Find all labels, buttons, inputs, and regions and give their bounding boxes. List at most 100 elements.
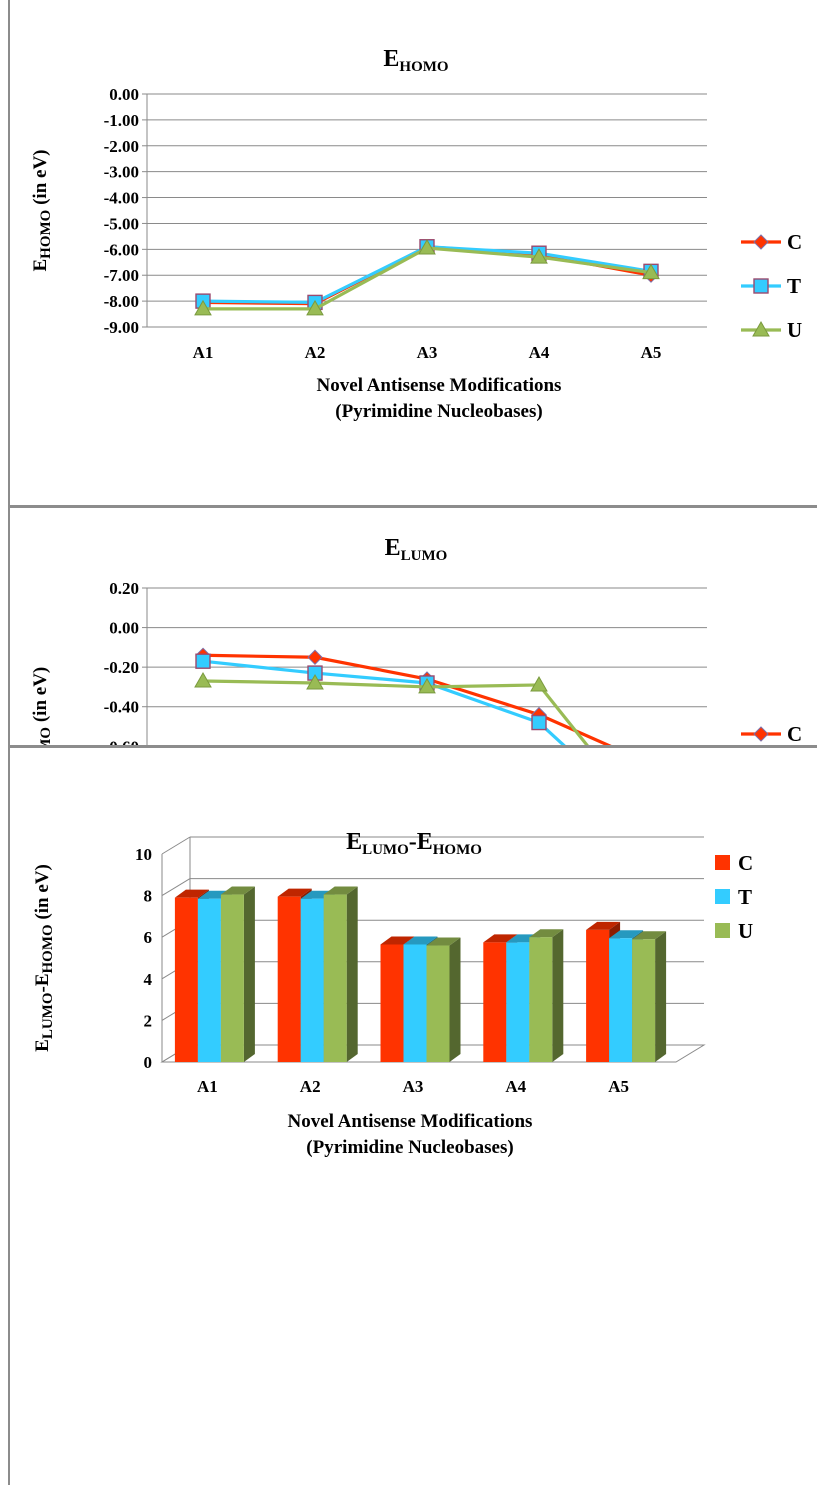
- bar-T: [609, 938, 633, 1062]
- data-point-U: [194, 299, 212, 316]
- y-tick-label: 0: [144, 1053, 153, 1072]
- y-tick-label: -6.00: [104, 240, 139, 259]
- bar-side-U: [552, 929, 564, 1062]
- bar-top-C: [174, 889, 209, 898]
- y-axis-label: EHOMO (in eV): [30, 149, 54, 271]
- y-tick-label: 4: [144, 970, 153, 989]
- legend-label-U: U: [738, 919, 753, 943]
- legend-label-T: T: [787, 274, 801, 298]
- bar-side-U: [655, 931, 667, 1062]
- y-axis-label-part-2: (in eV): [30, 667, 51, 727]
- bar-U: [323, 894, 347, 1062]
- bar-T: [403, 944, 427, 1062]
- bar-top-C: [277, 888, 312, 897]
- bar-side-U: [243, 886, 255, 1062]
- bar-top-T: [609, 930, 644, 939]
- chart-title-part-0: E: [385, 535, 401, 561]
- bar-C: [380, 944, 404, 1062]
- bar-U: [632, 939, 656, 1062]
- chart-title-part-1: LUMO: [362, 842, 409, 858]
- legend-swatch-U: [715, 923, 730, 938]
- bar-top-C: [380, 936, 415, 945]
- y-tick-label: -7.00: [104, 266, 139, 285]
- bar-top-T: [403, 936, 438, 945]
- x-axis-label: Novel Antisense Modifications: [317, 375, 562, 396]
- y-tick-label: -4.00: [104, 189, 139, 208]
- legend-marker-T: [753, 278, 769, 294]
- chart-title-part-1: HOMO: [399, 59, 448, 75]
- chart-title: EHOMO: [383, 46, 448, 75]
- x-tick-label: A5: [608, 1077, 629, 1096]
- chart-title-part-0: E: [346, 829, 362, 855]
- bar-T: [300, 898, 324, 1062]
- y-axis-label-part-0: E: [30, 259, 51, 272]
- homo-chart-panel: EHOMO 0.00 -1.00 -2.00 -3.00 -4.00 -5.00 -6.00-…: [8, 0, 817, 505]
- chart-title-part-2: -E: [409, 829, 433, 855]
- series-line-T: [202, 245, 652, 305]
- bar-C: [277, 896, 301, 1062]
- bar-top-C: [586, 921, 621, 930]
- data-point-U: [418, 239, 436, 255]
- legend-swatch-T: [715, 889, 730, 904]
- data-point-U: [418, 677, 436, 694]
- homo-line-chart: EHOMO0.00-1.00-2.00-3.00-4.00-5.00-6.00-…: [30, 46, 802, 422]
- y-tick-label: -8.00: [104, 292, 139, 311]
- y-axis-label-part-3: HOMO: [40, 924, 56, 973]
- panel-divider: [8, 745, 817, 748]
- side-gridline: [161, 836, 191, 855]
- data-point-U: [530, 248, 548, 264]
- x-axis-label-line2: (Pyrimidine Nucleobases): [335, 401, 542, 422]
- bar-C: [483, 942, 507, 1062]
- lumo-chart-panel-area: ELUMO0.200.00-0.20-0.40-0.60-0.80-1.00-1…: [8, 508, 817, 960]
- bar-top-U: [220, 886, 255, 895]
- x-tick-label: A4: [505, 1077, 526, 1096]
- chart-title-part-3: HOMO: [433, 842, 482, 858]
- x-tick-label: A1: [193, 343, 214, 362]
- y-tick-label: 6: [144, 928, 153, 947]
- y-axis-label-part-4: (in eV): [32, 864, 53, 924]
- x-tick-label: A2: [300, 1077, 321, 1096]
- y-tick-label: -2.00: [104, 137, 139, 156]
- y-tick-label: 0.20: [109, 579, 139, 598]
- chart-title: ELUMO-EHOMO: [346, 829, 482, 858]
- y-tick-label: 10: [135, 845, 152, 864]
- y-axis-label-part-1: LUMO: [40, 992, 56, 1039]
- legend-label-C: C: [787, 230, 802, 254]
- chart-title-part-1: LUMO: [401, 548, 448, 564]
- x-axis-label-line2: (Pyrimidine Nucleobases): [306, 1137, 513, 1158]
- bar-top-C: [483, 934, 518, 943]
- x-axis-label: Novel Antisense Modifications: [288, 1111, 533, 1132]
- bar-U: [220, 894, 244, 1062]
- legend-swatch-C: [715, 855, 730, 870]
- legend-label-T: T: [738, 885, 752, 909]
- data-point-C: [307, 649, 323, 665]
- x-tick-label: A5: [641, 343, 662, 362]
- y-tick-label: 2: [144, 1011, 153, 1030]
- x-tick-label: A3: [417, 343, 438, 362]
- y-axis-label: ELUMO-EHOMO (in eV): [32, 864, 56, 1052]
- chart-title-part-0: E: [383, 46, 399, 72]
- gap-chart-panel: 10 8 6 4 2 0 A1 A2 A3 A4 A5 ELUMO-EHOMO Novel Antise…: [8, 748, 817, 1485]
- bar-side-U: [449, 937, 461, 1062]
- x-tick-label: A2: [305, 343, 326, 362]
- x-tick-label: A3: [403, 1077, 424, 1096]
- data-point-U: [306, 673, 324, 690]
- data-point-U: [642, 263, 660, 280]
- legend-marker-C: [753, 726, 769, 742]
- side-gridline: [161, 878, 191, 897]
- legend-label-U: U: [787, 318, 802, 342]
- y-tick-label: -3.00: [104, 163, 139, 182]
- lumo-line-chart: ELUMO0.200.00-0.20-0.40-0.60-0.80-1.00-1…: [30, 535, 802, 960]
- data-point-U: [530, 675, 548, 692]
- y-tick-label: -0.20: [104, 658, 139, 677]
- y-axis-label-part-2: (in eV): [30, 149, 51, 209]
- bar-U: [426, 945, 450, 1062]
- panel-divider: [8, 505, 817, 508]
- x-tick-label: A4: [529, 343, 550, 362]
- bar-top-U: [632, 931, 667, 940]
- series-line-U: [203, 246, 652, 311]
- bar-T: [197, 898, 221, 1062]
- y-tick-label: -5.00: [104, 214, 139, 233]
- y-tick-label: 0.00: [109, 619, 139, 638]
